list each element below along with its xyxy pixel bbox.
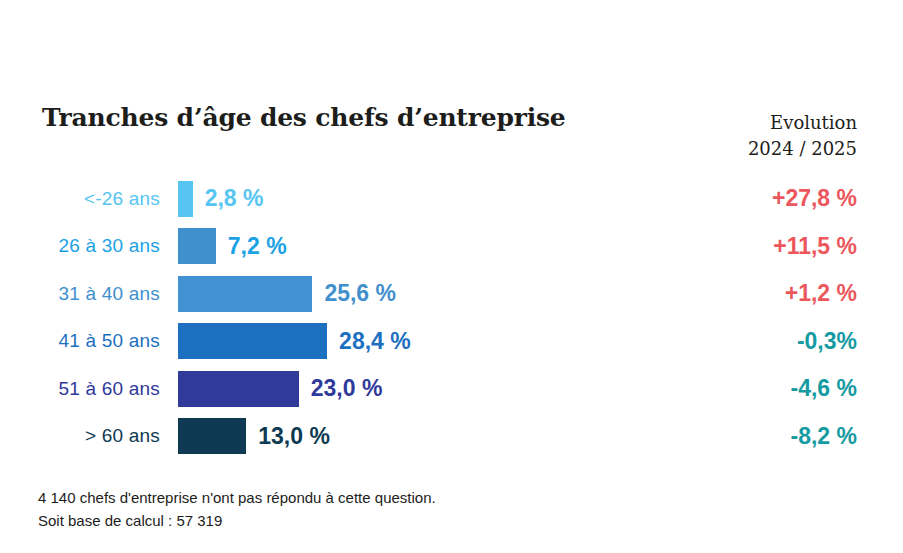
evolution-value: -4,6 % xyxy=(707,375,857,402)
footnote-line2: Soit base de calcul : 57 319 xyxy=(38,509,436,532)
bar-rows: <-26 ans 2,8 % +27,8 % 26 à 30 ans 7,2 %… xyxy=(0,175,857,460)
evolution-header-line1: Evolution xyxy=(748,110,857,136)
bar xyxy=(178,181,193,217)
category-label: > 60 ans xyxy=(0,425,160,447)
evolution-column-header: Evolution 2024 / 2025 xyxy=(748,110,857,162)
value-label: 2,8 % xyxy=(205,185,264,212)
bar-row-26-30: 26 à 30 ans 7,2 % +11,5 % xyxy=(0,223,857,271)
category-label: 31 à 40 ans xyxy=(0,283,160,305)
bar-zone: 13,0 % xyxy=(160,418,707,454)
bar xyxy=(178,371,299,407)
bar xyxy=(178,228,216,264)
bar-row-41-50: 41 à 50 ans 28,4 % -0,3% xyxy=(0,318,857,366)
bar-row-under-26: <-26 ans 2,8 % +27,8 % xyxy=(0,175,857,223)
value-label: 23,0 % xyxy=(311,375,383,402)
bar xyxy=(178,323,327,359)
evolution-value: +27,8 % xyxy=(707,185,857,212)
bar-zone: 2,8 % xyxy=(160,181,707,217)
evolution-header-line2: 2024 / 2025 xyxy=(748,136,857,162)
category-label: <-26 ans xyxy=(0,188,160,210)
value-label: 7,2 % xyxy=(228,233,287,260)
evolution-value: +1,2 % xyxy=(707,280,857,307)
bar-row-31-40: 31 à 40 ans 25,6 % +1,2 % xyxy=(0,270,857,318)
bar xyxy=(178,418,246,454)
chart-title: Tranches d’âge des chefs d’entreprise xyxy=(42,103,566,132)
evolution-value: +11,5 % xyxy=(707,233,857,260)
evolution-value: -0,3% xyxy=(707,328,857,355)
footnote-line1: 4 140 chefs d'entreprise n'ont pas répon… xyxy=(38,486,436,509)
chart-footnote: 4 140 chefs d'entreprise n'ont pas répon… xyxy=(38,486,436,532)
category-label: 51 à 60 ans xyxy=(0,378,160,400)
bar xyxy=(178,276,312,312)
bar-zone: 23,0 % xyxy=(160,371,707,407)
bar-zone: 28,4 % xyxy=(160,323,707,359)
category-label: 41 à 50 ans xyxy=(0,330,160,352)
bar-row-51-60: 51 à 60 ans 23,0 % -4,6 % xyxy=(0,365,857,413)
bar-zone: 25,6 % xyxy=(160,276,707,312)
value-label: 13,0 % xyxy=(258,423,330,450)
bar-zone: 7,2 % xyxy=(160,228,707,264)
bar-row-over-60: > 60 ans 13,0 % -8,2 % xyxy=(0,413,857,461)
evolution-value: -8,2 % xyxy=(707,423,857,450)
value-label: 25,6 % xyxy=(324,280,396,307)
category-label: 26 à 30 ans xyxy=(0,235,160,257)
value-label: 28,4 % xyxy=(339,328,411,355)
age-distribution-chart: Tranches d’âge des chefs d’entreprise Ev… xyxy=(0,0,903,553)
